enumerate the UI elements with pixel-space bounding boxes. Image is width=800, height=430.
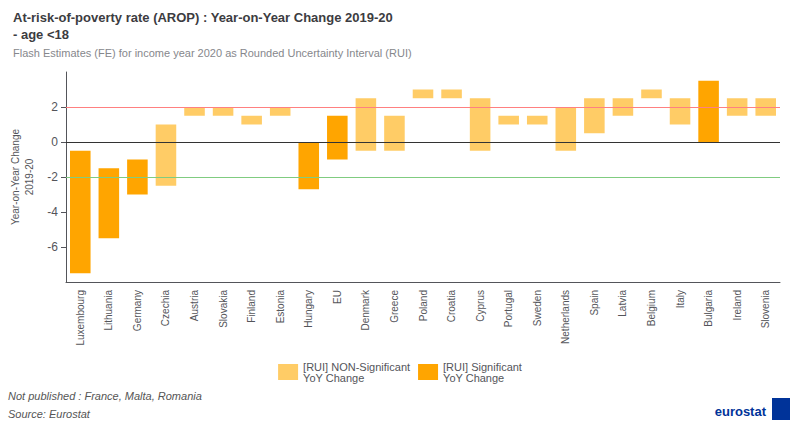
svg-text:Flash Estimates (FE) for incom: Flash Estimates (FE) for income year 202…: [13, 47, 412, 59]
svg-text:Belgium: Belgium: [646, 290, 657, 326]
svg-text:[RUI] Significant: [RUI] Significant: [443, 360, 522, 373]
svg-text:Hungary: Hungary: [303, 290, 314, 328]
svg-text:Portugal: Portugal: [503, 290, 514, 327]
svg-text:Czechia: Czechia: [160, 290, 171, 327]
svg-text:2019-20: 2019-20: [24, 158, 35, 195]
svg-text:Denmark: Denmark: [360, 289, 371, 331]
svg-text:Estonia: Estonia: [275, 290, 286, 324]
svg-text:-2: -2: [47, 170, 58, 184]
svg-text:Bulgaria: Bulgaria: [703, 290, 714, 327]
svg-text:-4: -4: [47, 205, 58, 219]
svg-text:EU: EU: [332, 290, 343, 304]
svg-text:At-risk-of-poverty rate (AROP): At-risk-of-poverty rate (AROP) : Year-on…: [13, 10, 393, 25]
svg-text:Austria: Austria: [189, 290, 200, 322]
svg-text:- age <18: - age <18: [13, 27, 69, 42]
svg-text:Luxembourg: Luxembourg: [75, 290, 86, 346]
svg-text:eurostat: eurostat: [715, 404, 767, 419]
svg-text:Spain: Spain: [589, 290, 600, 316]
svg-text:Greece: Greece: [389, 290, 400, 323]
svg-text:Croatia: Croatia: [446, 290, 457, 323]
svg-text:Sweden: Sweden: [532, 290, 543, 326]
svg-text:YoY Change: YoY Change: [443, 372, 504, 384]
svg-text:Source: Eurostat: Source: Eurostat: [8, 408, 91, 420]
svg-text:Latvia: Latvia: [617, 290, 628, 317]
svg-text:Slovenia: Slovenia: [760, 290, 771, 329]
svg-text:Year-on-Year Change: Year-on-Year Change: [10, 129, 21, 225]
svg-text:[RUI] NON-Significant: [RUI] NON-Significant: [303, 360, 411, 373]
svg-text:Germany: Germany: [132, 290, 143, 331]
svg-text:Netherlands: Netherlands: [560, 290, 571, 344]
svg-text:Poland: Poland: [418, 290, 429, 321]
svg-text:-6: -6: [47, 240, 58, 254]
svg-text:Slovakia: Slovakia: [218, 290, 229, 328]
svg-text:0: 0: [51, 135, 58, 149]
svg-text:Italy: Italy: [675, 290, 686, 308]
svg-text:Lithuania: Lithuania: [103, 290, 114, 331]
svg-text:Finland: Finland: [246, 290, 257, 323]
svg-text:Ireland: Ireland: [732, 290, 743, 321]
svg-text:YoY Change: YoY Change: [303, 372, 364, 384]
svg-text:2: 2: [51, 100, 58, 114]
svg-text:Not published : France, Malta,: Not published : France, Malta, Romania: [8, 390, 202, 402]
svg-text:Cyprus: Cyprus: [475, 290, 486, 322]
